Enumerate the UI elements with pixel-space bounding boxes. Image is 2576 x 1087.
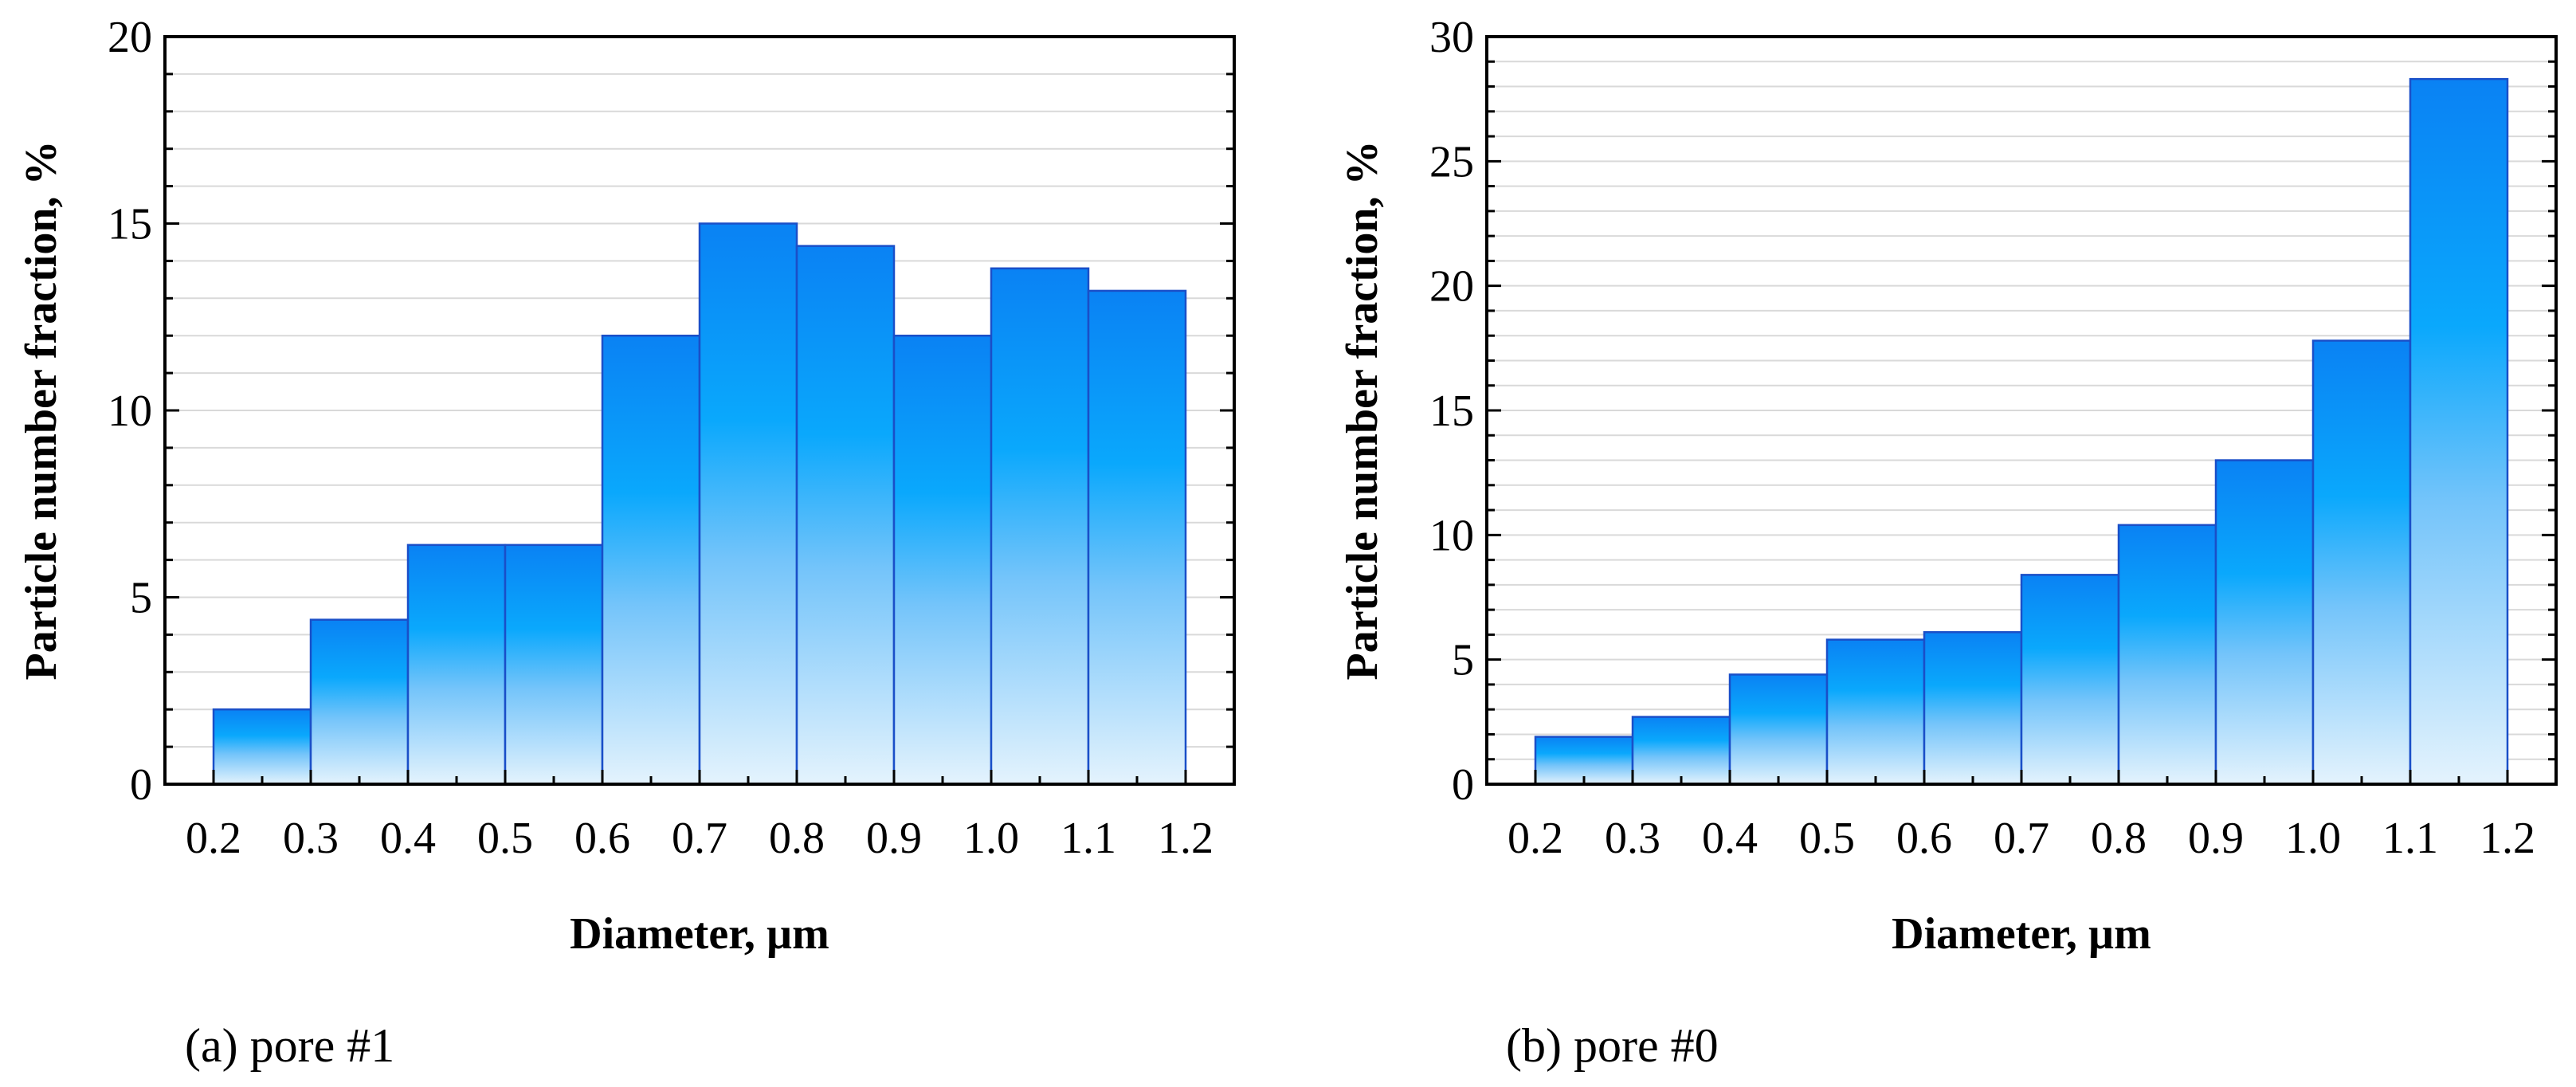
y-tick-label: 5 (1452, 636, 1474, 685)
x-tick-label: 0.3 (283, 814, 339, 863)
histogram-bar (212, 708, 312, 786)
x-tick-label: 0.8 (2091, 814, 2147, 863)
x-tick-label: 1.1 (1061, 814, 1116, 863)
y-tick-label: 5 (130, 574, 152, 623)
y-tick-label: 25 (1429, 137, 1474, 186)
histogram-bar (309, 618, 410, 786)
histogram-bar (601, 334, 701, 786)
x-tick-label: 0.9 (2188, 814, 2244, 863)
x-tick-label: 0.4 (380, 814, 436, 863)
y-tick-label: 20 (1429, 262, 1474, 312)
y-tick-label: 10 (1429, 511, 1474, 560)
chart-caption: (b) pore #0 (1506, 1019, 1719, 1072)
y-axis-title: Particle number fraction, % (1338, 140, 1387, 680)
histogram-bar (1631, 716, 1731, 786)
x-tick-label: 1.2 (2480, 814, 2535, 863)
histogram-bar (1087, 289, 1187, 786)
histogram-bar (1728, 673, 1829, 786)
chart-caption: (a) pore #1 (185, 1019, 394, 1072)
y-tick-label: 0 (130, 760, 152, 810)
histogram-bar (2311, 339, 2412, 786)
x-axis-title: Diameter, µm (1892, 909, 2151, 959)
x-tick-label: 1.1 (2382, 814, 2438, 863)
chart-pore-0: 0.2 0.3 0.4 0.5 0.6 0.7 0.8 0.9 1.0 1.1 1.2 0 5 10 15… (1338, 13, 2558, 1072)
x-tick-label: 0.2 (186, 814, 241, 863)
histogram-bar (2020, 574, 2120, 786)
x-tick-label: 1.0 (963, 814, 1019, 863)
histogram-bar (892, 334, 993, 786)
histogram-bar (2409, 77, 2509, 786)
x-tick-label: 0.4 (1702, 814, 1758, 863)
x-tick-label: 0.7 (1994, 814, 2049, 863)
x-tick-label: 0.6 (1896, 814, 1952, 863)
histogram-bar (1825, 638, 1926, 786)
x-axis-title: Diameter, µm (570, 909, 829, 959)
y-axis-title: Particle number fraction, % (17, 140, 66, 680)
x-tick-label: 0.6 (574, 814, 630, 863)
histogram-bar (2117, 524, 2217, 786)
y-tick-label: 30 (1429, 13, 1474, 62)
x-tick-label: 0.5 (477, 814, 533, 863)
histogram-bar (990, 267, 1090, 786)
histogram-bar (795, 245, 896, 786)
histogram-bar (2214, 459, 2315, 786)
histogram-bar (406, 544, 507, 786)
x-tick-label: 1.2 (1158, 814, 1214, 863)
x-tick-label: 0.9 (866, 814, 922, 863)
histogram-bar (1923, 631, 2023, 786)
y-tick-label: 15 (108, 200, 152, 249)
x-tick-label: 1.0 (2285, 814, 2341, 863)
x-tick-label: 0.7 (672, 814, 727, 863)
x-tick-label: 0.3 (1605, 814, 1660, 863)
histogram-bar (504, 544, 604, 786)
histogram-bar (698, 222, 798, 786)
y-tick-label: 10 (108, 387, 152, 436)
chart-pore-1: 0.2 0.3 0.4 0.5 0.6 0.7 0.8 0.9 1.0 1.1 1.2 0 5 10 15… (17, 13, 1236, 1072)
x-tick-label: 0.8 (769, 814, 825, 863)
x-tick-label: 0.5 (1799, 814, 1855, 863)
y-tick-label: 0 (1452, 760, 1474, 810)
x-tick-label: 0.2 (1508, 814, 1563, 863)
y-tick-label: 15 (1429, 387, 1474, 436)
y-tick-label: 20 (108, 13, 152, 62)
